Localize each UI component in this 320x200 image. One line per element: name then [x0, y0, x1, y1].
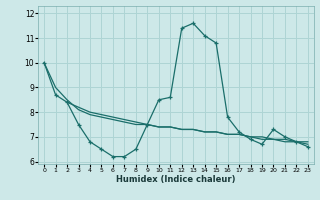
- X-axis label: Humidex (Indice chaleur): Humidex (Indice chaleur): [116, 175, 236, 184]
